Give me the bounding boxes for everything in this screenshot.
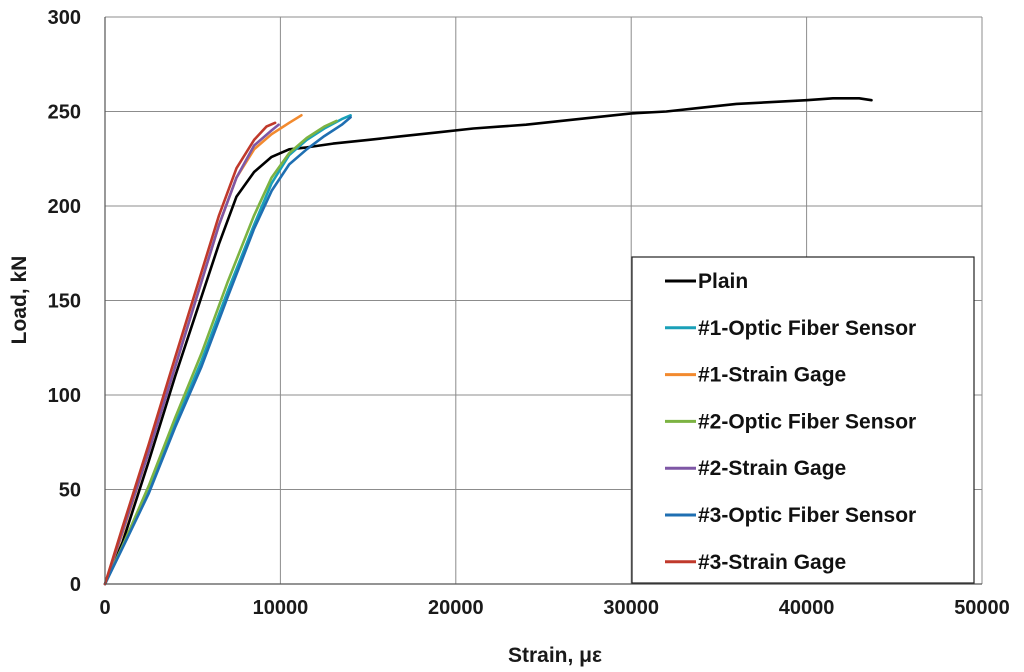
legend-label: #2-Optic Fiber Sensor: [698, 410, 916, 433]
y-tick-label: 200: [48, 196, 81, 218]
axes-layer: 0 10000 20000 30000 40000 50000 0 50 100 150 200 25…: [48, 7, 1010, 619]
x-axis-title: Strain, με: [508, 644, 602, 667]
legend-label: #3-Strain Gage: [698, 551, 846, 574]
series-line-6: [103, 121, 277, 586]
y-tick-label: 100: [48, 385, 81, 407]
y-tick-label: 0: [70, 574, 81, 596]
series-line-4: [103, 123, 280, 586]
y-tick-label: 300: [48, 7, 81, 29]
grid-layer: [105, 16, 983, 584]
legend-label: #3-Optic Fiber Sensor: [698, 504, 916, 527]
legend-label: #2-Strain Gage: [698, 457, 846, 480]
series-line-0: [103, 97, 873, 586]
legend-label: Plain: [698, 270, 748, 293]
series-line-1: [103, 114, 352, 586]
x-tick-label: 10000: [253, 597, 309, 619]
y-tick-label: 150: [48, 291, 81, 313]
x-tick-label: 50000: [954, 597, 1010, 619]
y-axis-title: Load, kN: [8, 256, 31, 345]
y-tick-label: 50: [59, 480, 81, 502]
x-tick-label: 20000: [428, 597, 484, 619]
legend-label: #1-Strain Gage: [698, 364, 846, 387]
series-layer: [103, 97, 873, 586]
y-tick-label: 250: [48, 102, 81, 124]
legend: Plain #1-Optic Fiber Sensor #1-Strain Gage…: [631, 256, 975, 584]
x-tick-label: 40000: [779, 597, 835, 619]
series-line-3: [103, 119, 338, 586]
series-line-5: [103, 115, 352, 586]
x-tick-label: 30000: [603, 597, 659, 619]
legend-label: #1-Optic Fiber Sensor: [698, 317, 916, 340]
x-tick-label: 0: [99, 597, 110, 619]
